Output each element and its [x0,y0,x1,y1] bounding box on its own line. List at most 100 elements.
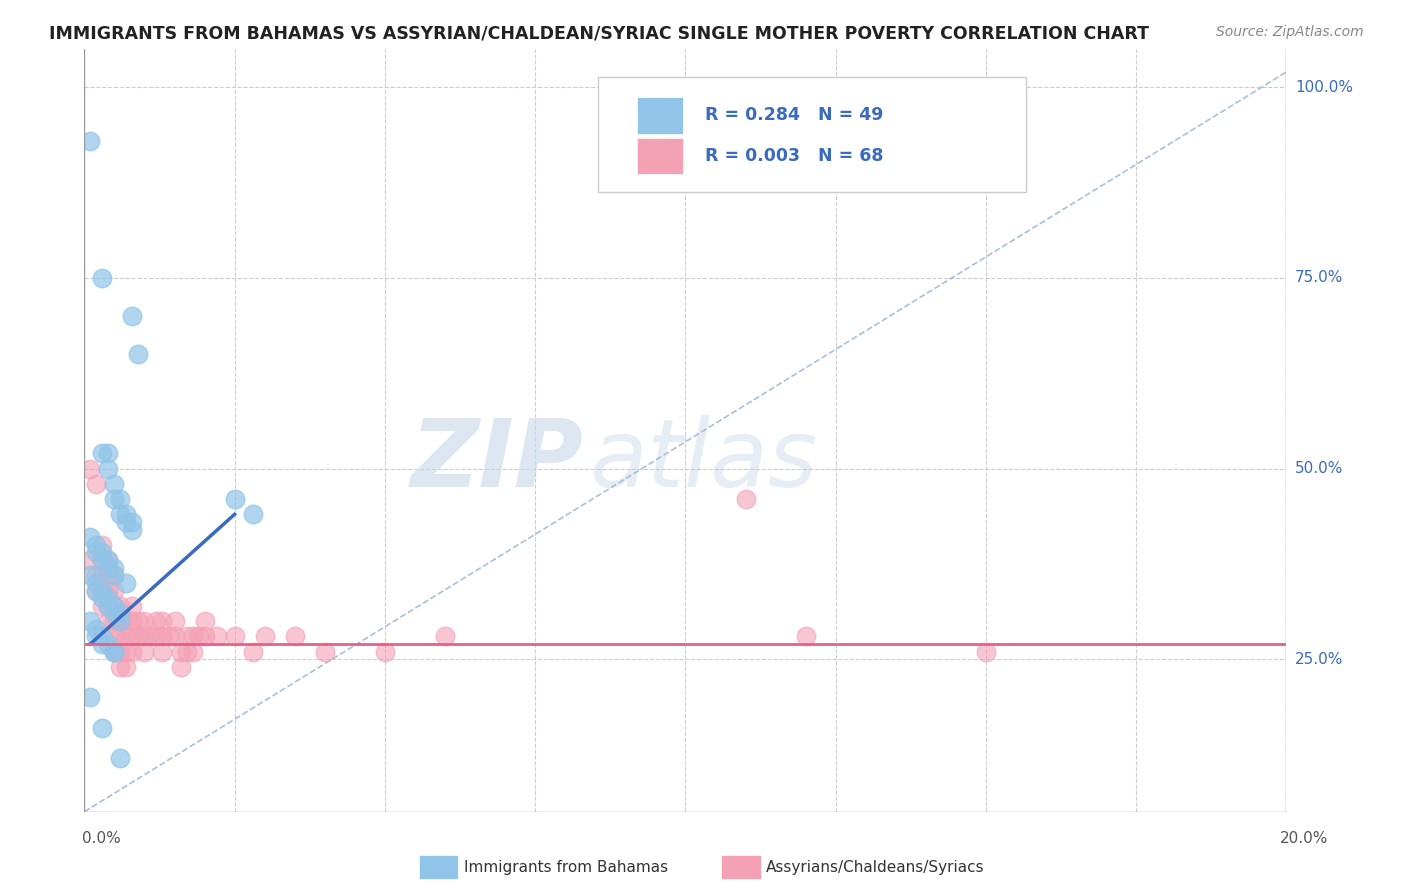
Point [134,629,156,643]
Text: 50.0%: 50.0% [1295,461,1343,476]
Point [152,614,174,628]
Point [91,538,114,552]
Point [103,614,125,628]
Point [97,553,120,567]
Point [121,629,143,643]
Point [794,629,817,643]
Point [121,515,143,529]
Point [97,583,120,598]
Point [284,629,307,643]
Point [224,629,246,643]
Point [91,629,114,643]
Point [127,347,149,361]
Text: 0.0%: 0.0% [82,831,121,846]
Point [79,530,101,544]
Point [110,614,132,628]
Point [91,568,114,582]
Point [145,629,167,643]
Point [127,629,149,643]
Point [86,476,108,491]
Point [97,461,120,475]
Point [224,491,246,506]
Point [205,629,228,643]
Point [86,538,108,552]
Point [79,134,101,148]
Point [134,644,156,658]
Point [103,644,125,658]
Point [163,629,186,643]
Text: Immigrants from Bahamas: Immigrants from Bahamas [464,860,668,874]
Point [86,583,108,598]
Point [110,751,132,765]
Point [176,644,198,658]
FancyBboxPatch shape [637,137,683,174]
Point [86,629,108,643]
Text: Assyrians/Chaldeans/Syriacs: Assyrians/Chaldeans/Syriacs [766,860,984,874]
Point [115,629,138,643]
Point [152,644,174,658]
Point [103,644,125,658]
Point [103,568,125,582]
Point [103,599,125,613]
Point [79,568,101,582]
Point [91,721,114,735]
Point [169,644,191,658]
Point [194,614,217,628]
Text: 100.0%: 100.0% [1295,79,1353,95]
Point [91,553,114,567]
Point [110,607,132,621]
FancyBboxPatch shape [637,97,683,134]
Point [103,560,125,574]
Point [91,553,114,567]
Text: 25.0%: 25.0% [1295,652,1343,666]
Point [110,660,132,674]
Point [79,553,101,567]
Point [121,599,143,613]
Point [127,614,149,628]
Point [121,309,143,323]
Text: ZIP: ZIP [411,415,583,507]
Point [374,644,396,658]
Point [194,629,217,643]
Point [314,644,336,658]
Point [103,599,125,613]
Point [91,271,114,285]
Point [97,614,120,628]
Point [181,629,204,643]
Point [91,583,114,598]
Point [110,644,132,658]
Point [79,461,101,475]
Point [434,629,457,643]
Point [157,629,180,643]
Point [103,607,125,621]
Point [242,508,264,522]
Point [121,644,143,658]
Point [115,644,138,658]
Point [97,560,120,574]
Text: Source: ZipAtlas.com: Source: ZipAtlas.com [1216,25,1364,39]
Point [86,545,108,559]
Point [974,644,997,658]
Point [121,523,143,537]
Point [79,614,101,628]
Point [115,515,138,529]
Point [110,508,132,522]
Point [110,491,132,506]
Point [115,614,138,628]
Point [121,614,143,628]
Point [86,583,108,598]
Point [145,614,167,628]
Point [169,660,191,674]
Point [103,568,125,582]
Point [91,545,114,559]
FancyBboxPatch shape [598,78,1025,193]
Text: 75.0%: 75.0% [1295,270,1343,285]
Point [91,583,114,598]
Point [152,629,174,643]
Point [97,568,120,582]
Point [97,599,120,613]
Point [97,591,120,606]
Point [110,614,132,628]
Point [86,622,108,636]
Text: 20.0%: 20.0% [1281,831,1329,846]
